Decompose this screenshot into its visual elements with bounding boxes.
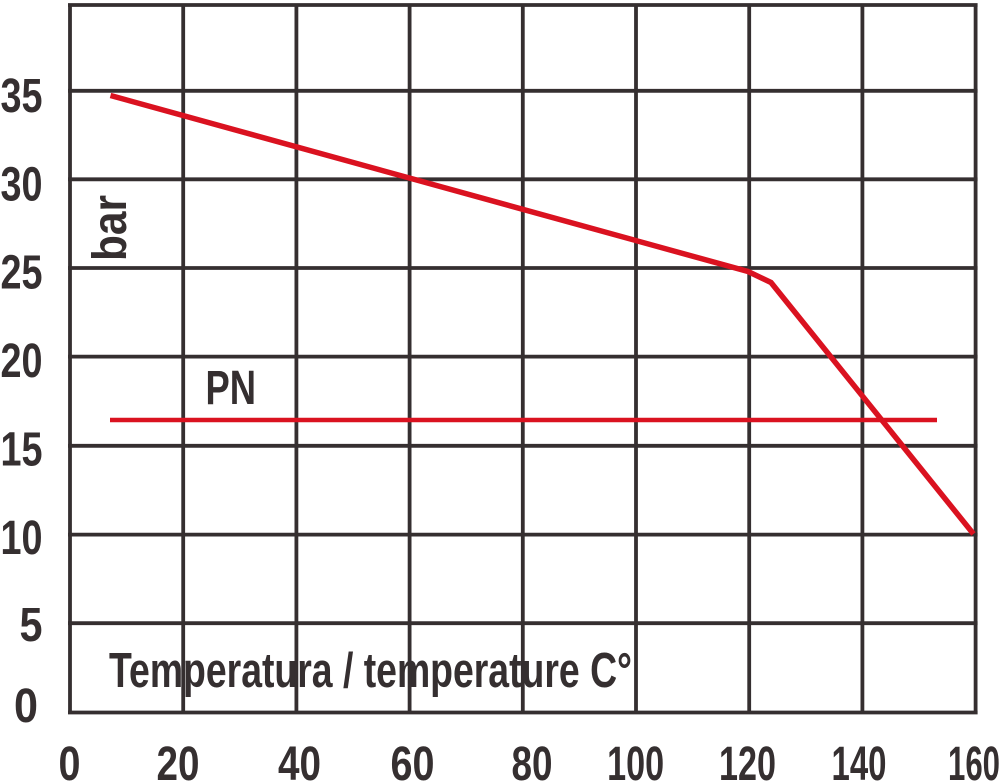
svg-text:35: 35 xyxy=(1,70,43,123)
svg-text:0: 0 xyxy=(14,680,38,733)
svg-text:160: 160 xyxy=(948,738,1000,781)
svg-text:140: 140 xyxy=(832,738,887,781)
svg-text:120: 120 xyxy=(719,738,776,781)
svg-text:20: 20 xyxy=(157,738,200,781)
svg-text:40: 40 xyxy=(278,738,321,781)
svg-text:10: 10 xyxy=(1,512,43,565)
svg-text:bar: bar xyxy=(84,195,137,261)
svg-text:5: 5 xyxy=(20,599,43,652)
svg-text:Temperatura / temperature C°: Temperatura / temperature C° xyxy=(109,644,632,698)
svg-text:PN: PN xyxy=(206,362,257,415)
svg-text:15: 15 xyxy=(1,424,43,477)
svg-text:100: 100 xyxy=(607,738,664,781)
svg-text:0: 0 xyxy=(59,738,81,781)
svg-text:20: 20 xyxy=(1,335,43,388)
svg-text:30: 30 xyxy=(1,158,43,211)
svg-text:60: 60 xyxy=(391,738,435,781)
svg-text:25: 25 xyxy=(1,247,43,300)
svg-text:80: 80 xyxy=(512,738,553,781)
